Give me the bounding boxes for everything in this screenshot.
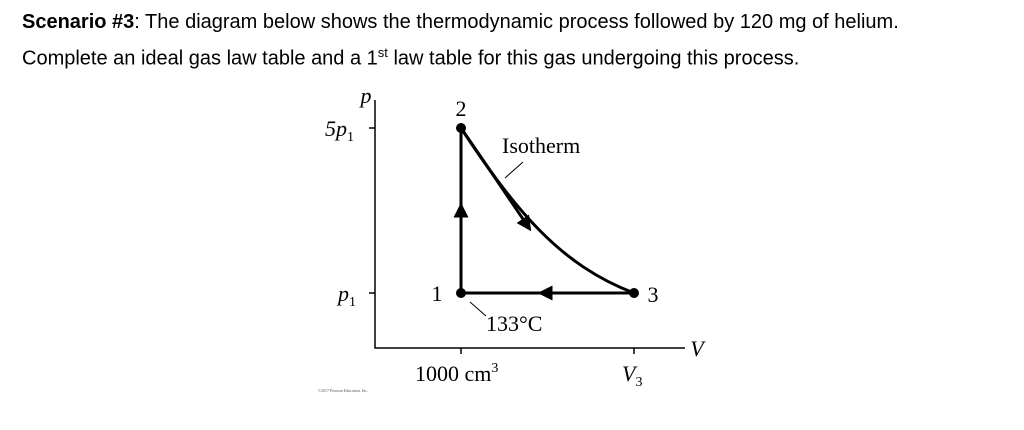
- annotation: 133°C: [486, 311, 542, 336]
- text: : The diagram below shows the thermodyna…: [134, 11, 899, 33]
- tick-text: 5p: [325, 116, 347, 141]
- subscript: 3: [635, 375, 642, 390]
- tick-text: 1000 cm: [415, 361, 491, 386]
- superscript: st: [377, 45, 388, 60]
- text-line: Complete an ideal gas law table and a 1s…: [22, 45, 799, 71]
- subscript: 1: [347, 130, 354, 145]
- y-axis-label: p: [359, 83, 372, 108]
- superscript: 3: [491, 361, 498, 376]
- tick-text: V: [622, 361, 638, 386]
- leaders: [469, 161, 524, 317]
- text: Complete an ideal gas law table and a 1: [22, 47, 378, 70]
- bold-text: Scenario #3: [22, 11, 135, 33]
- text: law table for this gas undergoing this p…: [387, 47, 800, 70]
- subscript: 1: [349, 295, 356, 310]
- point-label: 3: [648, 282, 659, 307]
- annotation: Isotherm: [502, 133, 580, 158]
- x-axis-label: V: [690, 336, 706, 361]
- axes: [369, 100, 685, 354]
- y-tick-label: p1: [336, 281, 356, 310]
- text-line: Scenario #3: The diagram below shows the…: [22, 11, 899, 34]
- x-tick-label: 1000 cm3: [415, 361, 498, 386]
- credit: ©2017 Pearson Education, Inc.: [318, 388, 368, 394]
- y-tick-label: 5p1: [325, 116, 354, 145]
- state-points: [456, 123, 639, 298]
- x-tick-label: V3: [622, 361, 642, 390]
- process-path: [453, 127, 635, 301]
- tick-text: p: [336, 281, 349, 306]
- point-label: 1: [432, 281, 443, 306]
- point-label: 2: [456, 96, 467, 121]
